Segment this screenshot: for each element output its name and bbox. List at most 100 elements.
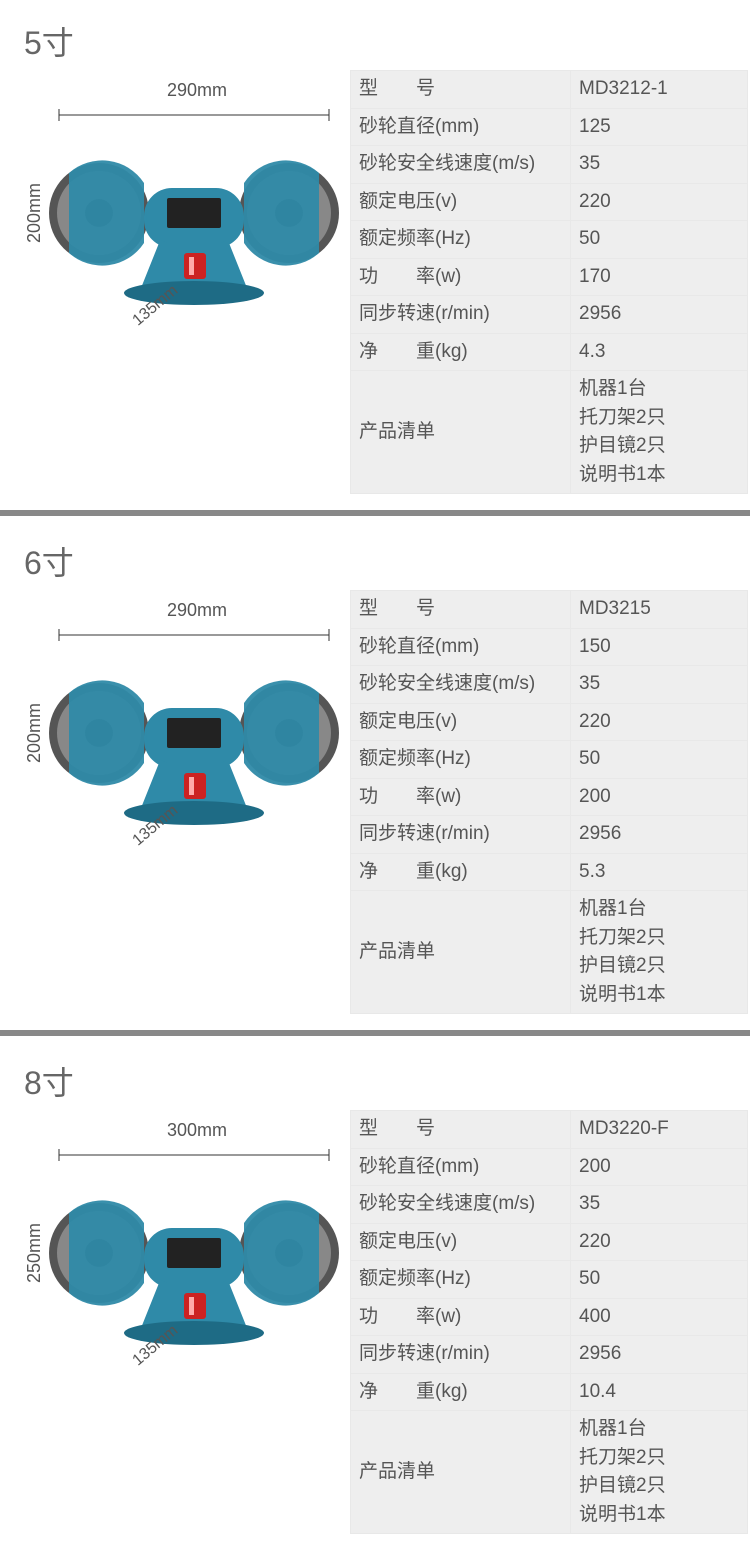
section-title: 5寸 <box>0 0 750 70</box>
table-row: 砂轮安全线速度(m/s)35 <box>351 666 748 704</box>
spec-value: 2956 <box>571 1336 748 1374</box>
table-row: 砂轮直径(mm)150 <box>351 628 748 666</box>
spec-value: 220 <box>571 1223 748 1261</box>
spec-label: 净 重(kg) <box>351 853 571 891</box>
dimension-height: 250mm <box>24 1223 45 1283</box>
list-line: 机器1台 <box>579 895 739 924</box>
spec-label: 同步转速(r/min) <box>351 816 571 854</box>
table-row: 额定频率(Hz)50 <box>351 741 748 779</box>
section-divider <box>0 1024 750 1040</box>
spec-label: 额定电压(v) <box>351 183 571 221</box>
spec-value: 机器1台托刀架2只护目镜2只说明书1本 <box>571 1411 748 1534</box>
spec-value: MD3212-1 <box>571 71 748 109</box>
list-line: 托刀架2只 <box>579 404 739 433</box>
table-row: 额定频率(Hz)50 <box>351 221 748 259</box>
spec-label: 额定电压(v) <box>351 703 571 741</box>
product-image-area: 290mm200mm 135mm <box>0 70 350 323</box>
section-body: 290mm200mm 135mm型 号MD3215砂轮直径(mm)150砂轮安全… <box>0 590 750 1014</box>
spec-label: 砂轮直径(mm) <box>351 628 571 666</box>
list-line: 机器1台 <box>579 1415 739 1444</box>
spec-label: 功 率(w) <box>351 258 571 296</box>
spec-label: 型 号 <box>351 1111 571 1149</box>
spec-label: 型 号 <box>351 591 571 629</box>
table-row: 砂轮安全线速度(m/s)35 <box>351 146 748 184</box>
grinder-image: 135mm <box>49 623 339 843</box>
spec-value: 10.4 <box>571 1373 748 1411</box>
spec-table: 型 号MD3215砂轮直径(mm)150砂轮安全线速度(m/s)35额定电压(v… <box>350 590 748 1014</box>
spec-value: 50 <box>571 221 748 259</box>
product-section: 8寸300mm250mm 135mm型 号MD3220-F砂轮直径(mm)200… <box>0 1040 750 1544</box>
spec-label: 砂轮直径(mm) <box>351 108 571 146</box>
table-row: 产品清单机器1台托刀架2只护目镜2只说明书1本 <box>351 371 748 494</box>
grinder-image: 135mm <box>49 1143 339 1363</box>
spec-value: 400 <box>571 1298 748 1336</box>
section-divider <box>0 504 750 520</box>
spec-value: 200 <box>571 1148 748 1186</box>
list-line: 说明书1本 <box>579 981 739 1010</box>
table-row: 砂轮直径(mm)125 <box>351 108 748 146</box>
table-row: 砂轮安全线速度(m/s)35 <box>351 1186 748 1224</box>
spec-label: 额定频率(Hz) <box>351 221 571 259</box>
spec-label: 额定电压(v) <box>351 1223 571 1261</box>
table-row: 净 重(kg)5.3 <box>351 853 748 891</box>
table-row: 额定电压(v)220 <box>351 1223 748 1261</box>
table-row: 同步转速(r/min)2956 <box>351 296 748 334</box>
product-image-area: 290mm 200mm 135mm <box>0 590 350 843</box>
table-row: 型 号MD3220-F <box>351 1111 748 1149</box>
spec-label: 净 重(kg) <box>351 333 571 371</box>
spec-label: 产品清单 <box>351 891 571 1014</box>
spec-table: 型 号MD3220-F砂轮直径(mm)200砂轮安全线速度(m/s)35额定电压… <box>350 1110 748 1534</box>
table-row: 型 号MD3212-1 <box>351 71 748 109</box>
list-line: 护目镜2只 <box>579 1472 739 1501</box>
table-row: 净 重(kg)10.4 <box>351 1373 748 1411</box>
spec-label: 功 率(w) <box>351 778 571 816</box>
spec-value: 150 <box>571 628 748 666</box>
spec-value: MD3220-F <box>571 1111 748 1149</box>
product-section: 6寸290mm200mm 135mm型 号MD3215砂轮直径(mm)150砂轮… <box>0 520 750 1024</box>
table-row: 额定电压(v)220 <box>351 703 748 741</box>
list-line: 托刀架2只 <box>579 924 739 953</box>
table-row: 功 率(w)170 <box>351 258 748 296</box>
spec-label: 砂轮安全线速度(m/s) <box>351 666 571 704</box>
section-title: 8寸 <box>0 1040 750 1110</box>
spec-value: 220 <box>571 703 748 741</box>
table-row: 功 率(w)400 <box>351 1298 748 1336</box>
spec-value: 35 <box>571 666 748 704</box>
dimension-height: 200mm <box>24 183 45 243</box>
table-row: 功 率(w)200 <box>351 778 748 816</box>
dimension-height: 200mm <box>24 703 45 763</box>
table-row: 砂轮直径(mm)200 <box>351 1148 748 1186</box>
spec-value: 50 <box>571 741 748 779</box>
spec-value: MD3215 <box>571 591 748 629</box>
spec-label: 产品清单 <box>351 1411 571 1534</box>
spec-value: 200 <box>571 778 748 816</box>
section-body: 290mm200mm 135mm型 号MD3212-1砂轮直径(mm)125砂轮… <box>0 70 750 494</box>
spec-label: 额定频率(Hz) <box>351 741 571 779</box>
spec-value: 35 <box>571 146 748 184</box>
spec-value: 50 <box>571 1261 748 1299</box>
section-title: 6寸 <box>0 520 750 590</box>
table-row: 同步转速(r/min)2956 <box>351 816 748 854</box>
spec-value: 5.3 <box>571 853 748 891</box>
spec-label: 额定频率(Hz) <box>351 1261 571 1299</box>
spec-value: 机器1台托刀架2只护目镜2只说明书1本 <box>571 371 748 494</box>
table-row: 产品清单机器1台托刀架2只护目镜2只说明书1本 <box>351 891 748 1014</box>
list-line: 托刀架2只 <box>579 1444 739 1473</box>
spec-label: 功 率(w) <box>351 1298 571 1336</box>
list-line: 护目镜2只 <box>579 432 739 461</box>
spec-label: 砂轮安全线速度(m/s) <box>351 1186 571 1224</box>
spec-value: 35 <box>571 1186 748 1224</box>
spec-table: 型 号MD3212-1砂轮直径(mm)125砂轮安全线速度(m/s)35额定电压… <box>350 70 748 494</box>
list-line: 机器1台 <box>579 375 739 404</box>
spec-value: 125 <box>571 108 748 146</box>
spec-label: 同步转速(r/min) <box>351 296 571 334</box>
dimension-width: 290mm <box>44 80 350 101</box>
spec-value: 220 <box>571 183 748 221</box>
spec-label: 砂轮安全线速度(m/s) <box>351 146 571 184</box>
spec-label: 砂轮直径(mm) <box>351 1148 571 1186</box>
dimension-width: 290mm <box>44 600 350 621</box>
table-row: 同步转速(r/min)2956 <box>351 1336 748 1374</box>
dimension-width: 300mm <box>44 1120 350 1141</box>
product-section: 5寸290mm200mm 135mm型 号MD3212-1砂轮直径(mm)125… <box>0 0 750 504</box>
spec-value: 4.3 <box>571 333 748 371</box>
